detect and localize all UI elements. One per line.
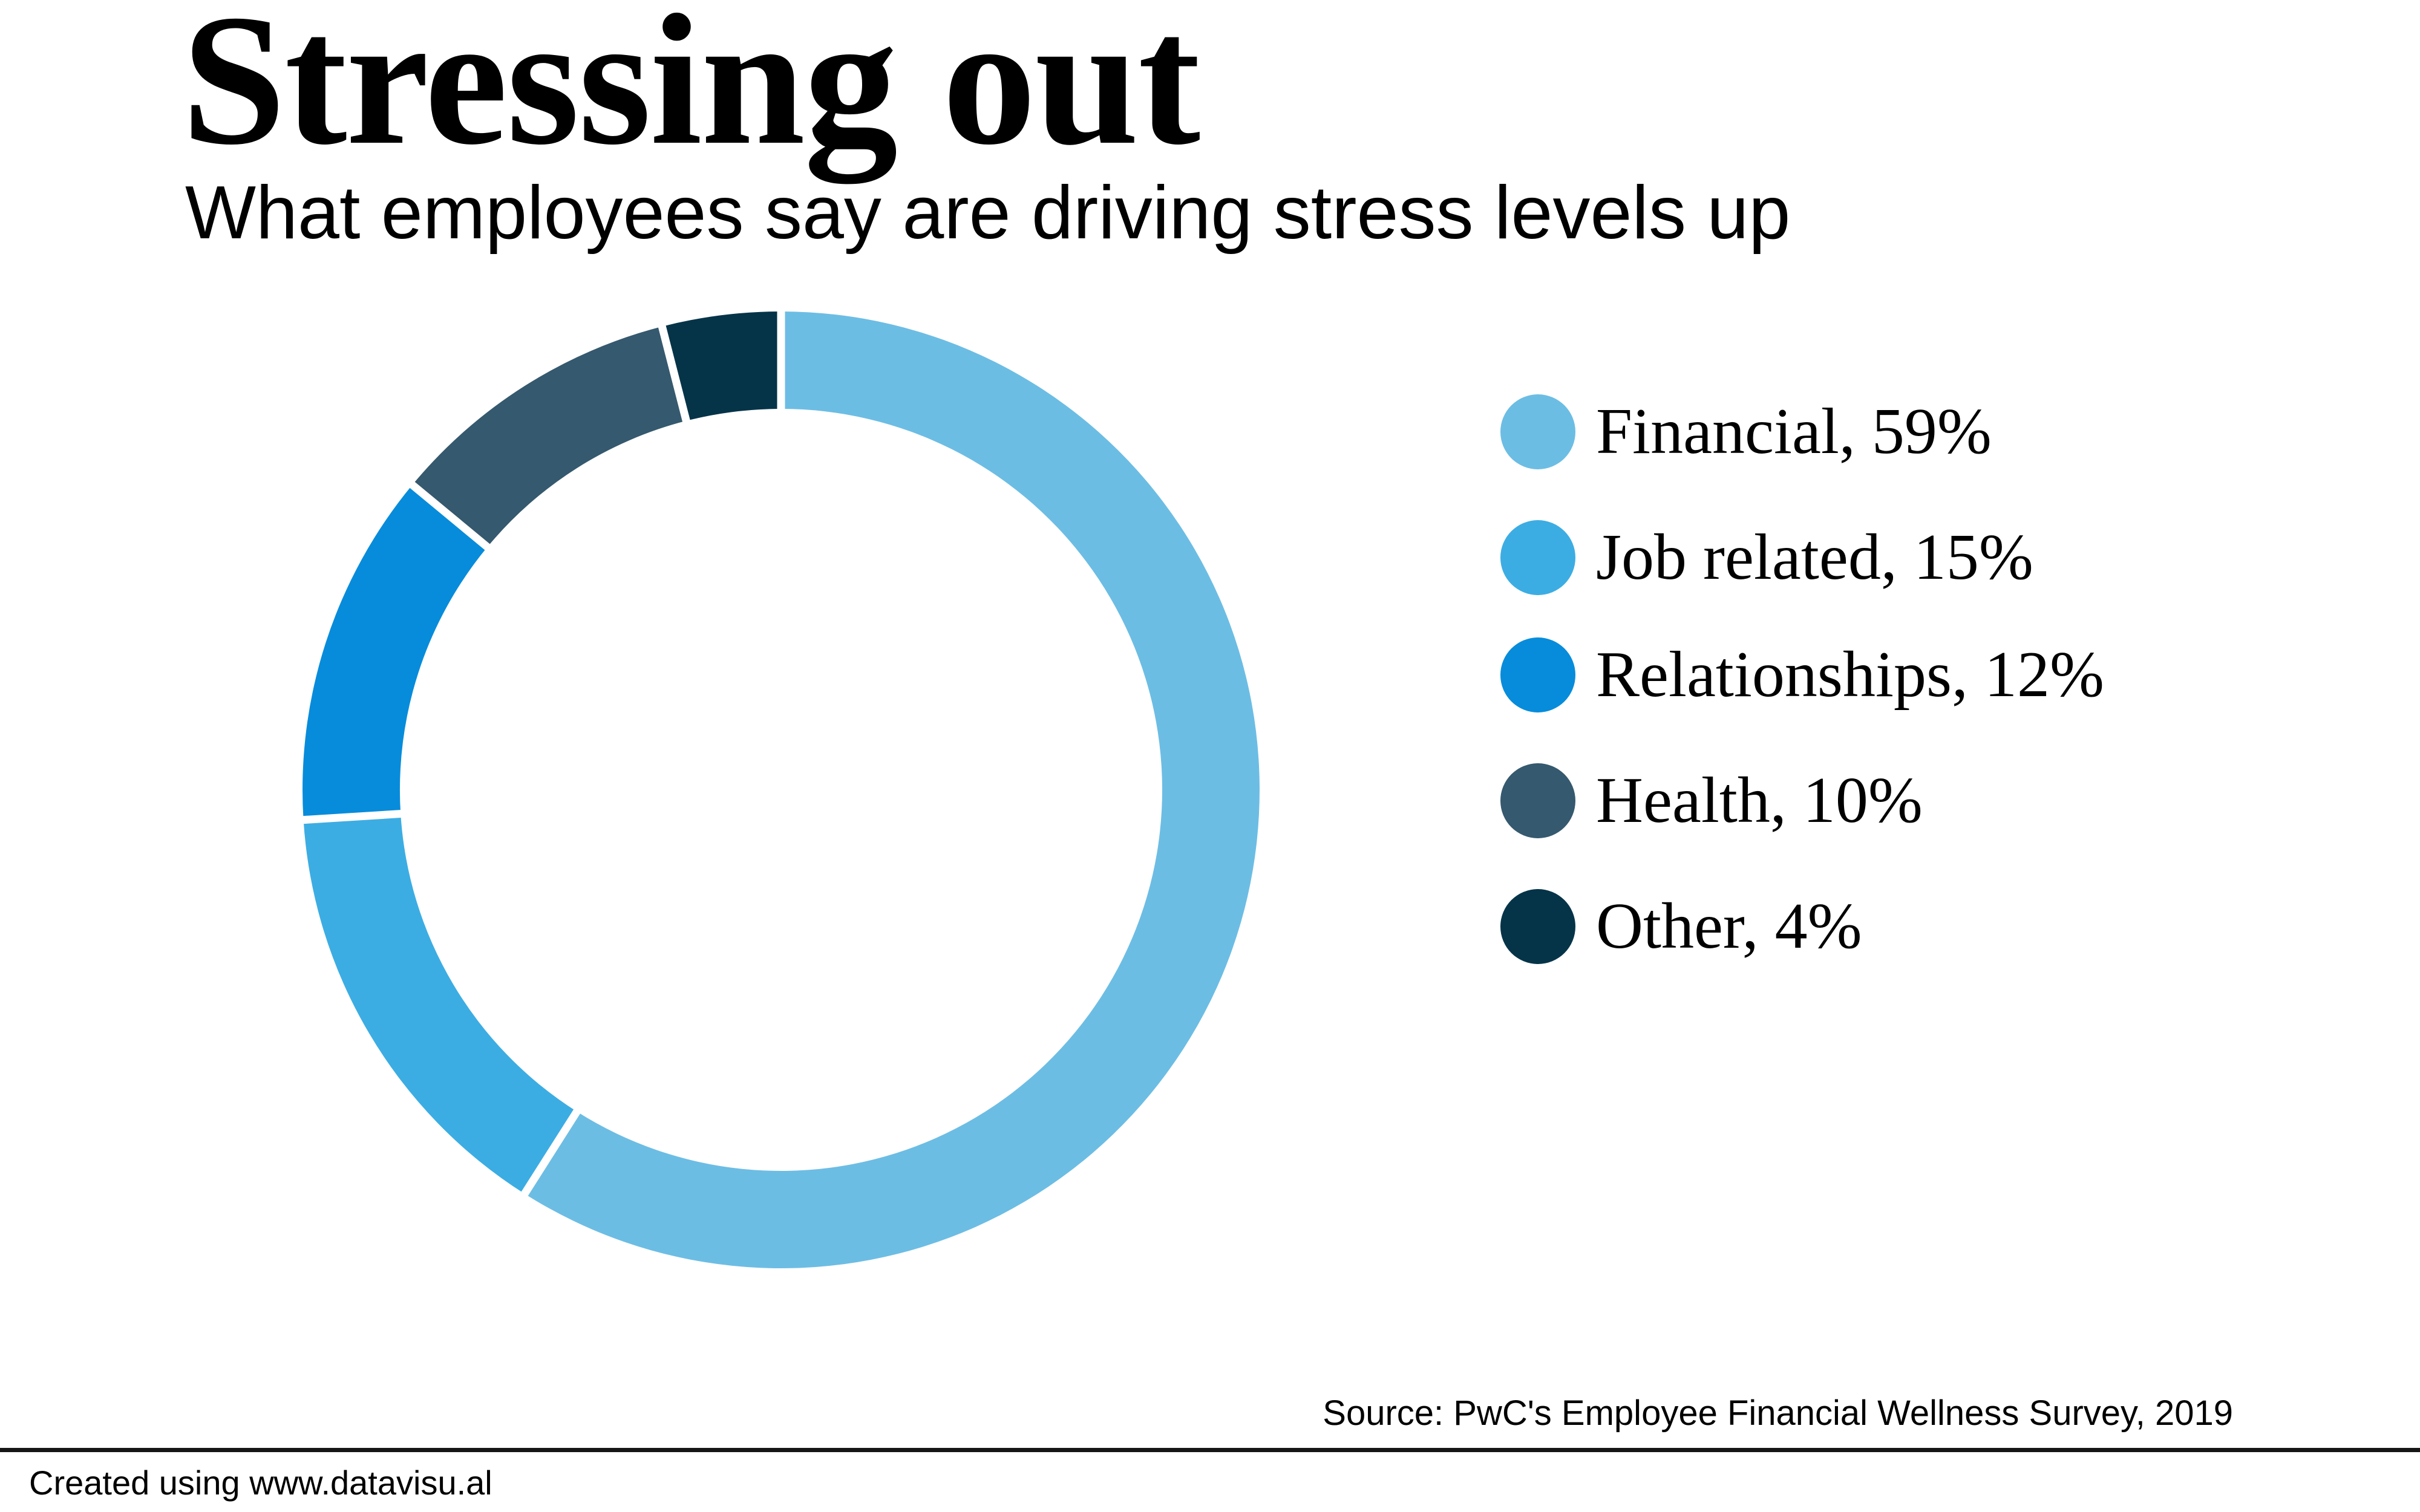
donut-slice-other (662, 311, 781, 421)
slice-separator (296, 809, 408, 824)
donut-slice-financial (525, 311, 1260, 1268)
donut-slice-job-related (303, 813, 577, 1194)
slice-separator (404, 477, 495, 555)
donut-slice-relationships (302, 484, 488, 820)
page-title: Stressing out (182, 0, 1200, 184)
slice-separator (517, 1103, 584, 1202)
source-note: Source: PwC's Employee Financial Wellnes… (1323, 1393, 2233, 1433)
slice-separator (656, 318, 692, 429)
credit-note: Created using www.datavisu.al (29, 1464, 492, 1502)
page-subtitle: What employees say are driving stress le… (185, 171, 1791, 255)
donut-slice-health (412, 326, 687, 547)
footer-divider (0, 1448, 2420, 1452)
